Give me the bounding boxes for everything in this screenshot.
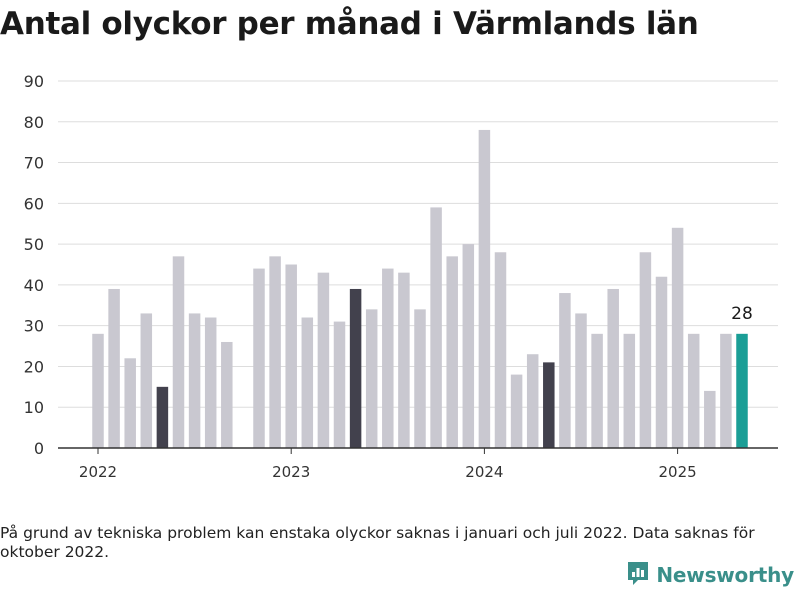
bar-2024-09	[607, 288, 619, 448]
y-tick-label: 0	[34, 439, 44, 458]
bar-2023-01	[285, 264, 297, 448]
bar-2024-05	[543, 362, 555, 448]
data-labels: 28	[731, 304, 753, 324]
y-tick-label: 70	[24, 154, 44, 173]
y-tick-label: 40	[24, 276, 44, 295]
bar-2024-11	[639, 252, 652, 448]
y-tick-label: 30	[24, 317, 44, 336]
bar-2025-02	[687, 333, 700, 448]
bar-2022-05	[156, 386, 169, 448]
bar-2023-09	[414, 309, 426, 448]
y-axis-ticks: 0 10 20 30 40 50 60 70 80 90	[24, 72, 44, 458]
bar-2022-09	[221, 341, 233, 448]
bar-2023-03	[317, 272, 330, 448]
bar-2022-02	[108, 288, 120, 448]
bar-2022-08	[204, 317, 217, 448]
bar-2024-08	[591, 333, 603, 448]
bar-2023-12	[462, 244, 475, 448]
bar-2022-07	[188, 313, 201, 448]
y-tick-label: 60	[24, 194, 44, 213]
bar-2023-07	[382, 268, 394, 448]
bar-2022-11	[253, 268, 265, 448]
bar-2023-08	[398, 272, 410, 448]
bar-2025-01	[671, 227, 684, 448]
newsworthy-logo[interactable]: Newsworthy	[626, 560, 794, 590]
bars	[92, 129, 748, 448]
y-tick-label: 80	[24, 113, 44, 132]
logo-text: Newsworthy	[656, 563, 794, 587]
bar-2024-01	[478, 129, 491, 448]
y-tick-label: 90	[24, 72, 44, 91]
bar-2024-04	[526, 354, 539, 448]
bar-2024-12	[655, 276, 668, 448]
bar-chart-logo-icon	[626, 560, 650, 590]
bar-2022-06	[172, 256, 185, 448]
x-tick-label: 2025	[659, 463, 697, 481]
bar-2023-05	[349, 288, 362, 448]
bar-2022-03	[124, 358, 136, 448]
bar-2024-03	[510, 374, 523, 448]
bar-2024-10	[623, 333, 636, 448]
bar-2024-07	[575, 313, 587, 448]
bar-2024-02	[494, 252, 507, 448]
y-tick-label: 50	[24, 235, 44, 254]
bar-2022-12	[269, 256, 281, 448]
bar-2023-04	[333, 321, 346, 448]
y-tick-label: 10	[24, 398, 44, 417]
bar-2025-05	[736, 333, 748, 448]
bar-2023-11	[446, 256, 458, 448]
bar-2025-03	[704, 390, 716, 448]
data-label: 28	[731, 304, 753, 324]
y-tick-label: 20	[24, 357, 44, 376]
chart-title: Antal olyckor per månad i Värmlands län	[0, 6, 699, 42]
bar-2022-01	[92, 333, 104, 448]
bar-2022-04	[140, 313, 153, 448]
x-tick-label: 2022	[79, 463, 117, 481]
bar-2024-06	[559, 293, 571, 448]
x-tick-label: 2024	[465, 463, 503, 481]
x-axis-ticks: 2022 2023 2024 2025	[79, 448, 697, 481]
bar-2023-06	[365, 309, 378, 448]
footnote: På grund av tekniska problem kan enstaka…	[0, 524, 755, 561]
bar-chart: 0 10 20 30 40 50 60 70 80 90 2022 2023 2024 2025 28	[24, 72, 778, 481]
bar-2023-10	[430, 207, 442, 448]
bar-2025-04	[720, 333, 732, 448]
x-tick-label: 2023	[272, 463, 310, 481]
bar-2023-02	[301, 317, 314, 448]
